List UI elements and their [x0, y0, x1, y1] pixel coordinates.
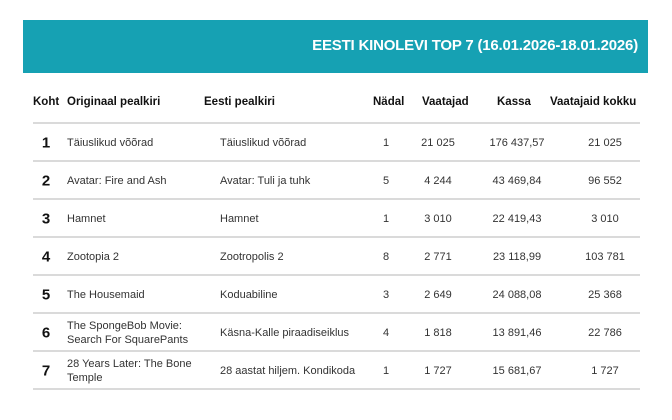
- original-title: The Housemaid: [67, 289, 145, 301]
- week: 1: [382, 213, 390, 225]
- table-row: 1 Täiuslikud võõrad Täiuslikud võõrad 1 …: [0, 124, 672, 162]
- week: 8: [382, 251, 390, 263]
- row-divider: [33, 160, 640, 162]
- box-office: 43 469,84: [492, 175, 542, 187]
- viewers: 21 025: [421, 137, 455, 149]
- table-row: 3 Hamnet Hamnet 1 3 010 22 419,43 3 010: [0, 200, 672, 238]
- estonian-title: Täiuslikud võõrad: [220, 137, 307, 149]
- week: 5: [382, 175, 390, 187]
- table-row: 2 Avatar: Fire and Ash Avatar: Tuli ja t…: [0, 162, 672, 200]
- header-week: Nädal: [373, 96, 405, 108]
- title-banner: EESTI KINOLEVI TOP 7 (16.01.2026-18.01.2…: [23, 20, 648, 73]
- rank-number: 7: [41, 362, 51, 380]
- original-title: Hamnet: [67, 213, 106, 225]
- rank-number: 1: [41, 134, 51, 152]
- box-office: 24 088,08: [492, 289, 542, 301]
- rank-number: 2: [41, 172, 51, 190]
- total-viewers: 25 368: [588, 289, 622, 301]
- table-row: 4 Zootopia 2 Zootropolis 2 8 2 771 23 11…: [0, 238, 672, 276]
- header-rank: Koht: [33, 96, 60, 108]
- box-office: 13 891,46: [492, 327, 542, 339]
- original-title: Täiuslikud võõrad: [67, 137, 154, 149]
- week: 3: [382, 289, 390, 301]
- total-viewers: 1 727: [591, 365, 619, 377]
- viewers: 1 727: [424, 365, 452, 377]
- rank-number: 6: [41, 324, 51, 342]
- row-divider: [33, 198, 640, 200]
- estonian-title: Zootropolis 2: [220, 251, 284, 263]
- table-row: 5 The Housemaid Koduabiline 3 2 649 24 0…: [0, 276, 672, 314]
- row-divider: [33, 274, 640, 276]
- estonian-title: Avatar: Tuli ja tuhk: [220, 175, 311, 187]
- total-viewers: 22 786: [588, 327, 622, 339]
- week: 4: [382, 327, 390, 339]
- viewers: 2 649: [424, 289, 452, 301]
- total-viewers: 96 552: [588, 175, 622, 187]
- estonian-title: Käsna-Kalle piraadiseiklus: [220, 327, 350, 339]
- viewers: 2 771: [424, 251, 452, 263]
- rank-number: 3: [41, 210, 51, 228]
- row-divider: [33, 312, 640, 314]
- estonian-title: 28 aastat hiljem. Kondikoda: [220, 365, 356, 377]
- row-divider: [33, 388, 640, 390]
- viewers: 4 244: [424, 175, 452, 187]
- total-viewers: 103 781: [585, 251, 625, 263]
- header-total-viewers: Vaatajaid kokku: [550, 96, 637, 108]
- table-row: 6 The SpongeBob Movie: Search For Square…: [0, 314, 672, 352]
- week: 1: [382, 137, 390, 149]
- original-title: Zootopia 2: [67, 251, 119, 263]
- row-divider: [33, 236, 640, 238]
- estonian-title: Hamnet: [220, 213, 259, 225]
- original-title: 28 Years Later: The Bone Temple: [67, 358, 192, 384]
- header-original-title: Originaal pealkiri: [67, 96, 161, 108]
- original-title: Avatar: Fire and Ash: [67, 175, 167, 187]
- viewers: 3 010: [424, 213, 452, 225]
- box-office: 15 681,67: [492, 365, 542, 377]
- rank-number: 5: [41, 286, 51, 304]
- original-title: The SpongeBob Movie: Search For SquarePa…: [67, 320, 189, 346]
- week: 1: [382, 365, 390, 377]
- row-divider: [33, 350, 640, 352]
- page-title: EESTI KINOLEVI TOP 7 (16.01.2026-18.01.2…: [312, 37, 638, 54]
- viewers: 1 818: [424, 327, 452, 339]
- estonian-title: Koduabiline: [220, 289, 278, 301]
- header-estonian-title: Eesti pealkiri: [204, 96, 275, 108]
- header-box-office: Kassa: [497, 96, 531, 108]
- box-office: 22 419,43: [492, 213, 542, 225]
- table-row: 7 28 Years Later: The Bone Temple 28 aas…: [0, 352, 672, 390]
- box-office: 176 437,57: [489, 137, 545, 149]
- box-office: 23 118,99: [492, 251, 542, 263]
- total-viewers: 3 010: [591, 213, 619, 225]
- header-viewers: Vaatajad: [422, 96, 469, 108]
- rank-number: 4: [41, 248, 51, 266]
- total-viewers: 21 025: [588, 137, 622, 149]
- header-divider: [33, 122, 640, 124]
